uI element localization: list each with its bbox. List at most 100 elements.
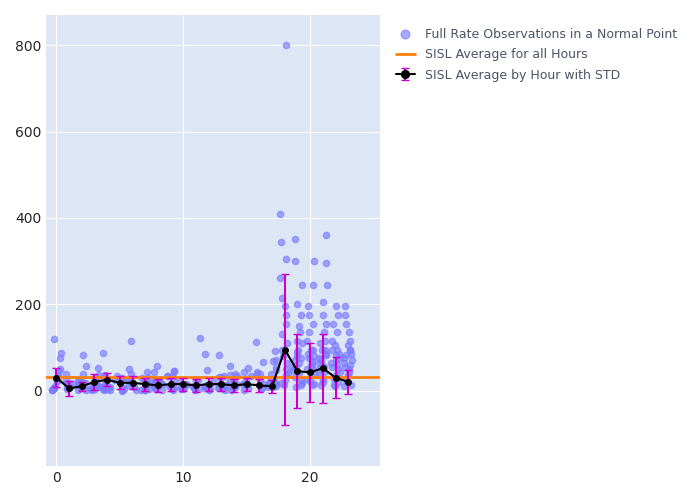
- Full Rate Observations in a Normal Point: [150, 384, 161, 392]
- Full Rate Observations in a Normal Point: [142, 374, 153, 382]
- Full Rate Observations in a Normal Point: [344, 368, 355, 376]
- Full Rate Observations in a Normal Point: [318, 368, 329, 376]
- Full Rate Observations in a Normal Point: [307, 346, 318, 354]
- Full Rate Observations in a Normal Point: [99, 380, 111, 388]
- Full Rate Observations in a Normal Point: [229, 384, 240, 392]
- Full Rate Observations in a Normal Point: [243, 384, 254, 392]
- Full Rate Observations in a Normal Point: [268, 383, 279, 391]
- Full Rate Observations in a Normal Point: [48, 335, 60, 343]
- Full Rate Observations in a Normal Point: [93, 370, 104, 378]
- Full Rate Observations in a Normal Point: [116, 386, 127, 394]
- Full Rate Observations in a Normal Point: [343, 328, 354, 336]
- Full Rate Observations in a Normal Point: [295, 382, 307, 390]
- Full Rate Observations in a Normal Point: [275, 210, 286, 218]
- Full Rate Observations in a Normal Point: [156, 386, 167, 394]
- Full Rate Observations in a Normal Point: [74, 382, 85, 390]
- Full Rate Observations in a Normal Point: [302, 350, 314, 358]
- Full Rate Observations in a Normal Point: [163, 382, 174, 390]
- Full Rate Observations in a Normal Point: [195, 384, 206, 392]
- Full Rate Observations in a Normal Point: [151, 362, 162, 370]
- Full Rate Observations in a Normal Point: [265, 374, 276, 382]
- Full Rate Observations in a Normal Point: [269, 348, 280, 356]
- Full Rate Observations in a Normal Point: [341, 351, 352, 359]
- Full Rate Observations in a Normal Point: [302, 302, 314, 310]
- Full Rate Observations in a Normal Point: [204, 385, 215, 393]
- Full Rate Observations in a Normal Point: [256, 385, 267, 393]
- Full Rate Observations in a Normal Point: [62, 384, 73, 392]
- Full Rate Observations in a Normal Point: [263, 380, 274, 388]
- Full Rate Observations in a Normal Point: [216, 372, 227, 380]
- Full Rate Observations in a Normal Point: [218, 372, 230, 380]
- Full Rate Observations in a Normal Point: [321, 351, 332, 359]
- Full Rate Observations in a Normal Point: [80, 362, 92, 370]
- Full Rate Observations in a Normal Point: [73, 386, 84, 394]
- Full Rate Observations in a Normal Point: [60, 376, 71, 384]
- Full Rate Observations in a Normal Point: [288, 363, 299, 371]
- Full Rate Observations in a Normal Point: [168, 380, 179, 388]
- Full Rate Observations in a Normal Point: [344, 346, 356, 354]
- Full Rate Observations in a Normal Point: [251, 338, 262, 346]
- Full Rate Observations in a Normal Point: [326, 363, 337, 371]
- Full Rate Observations in a Normal Point: [143, 386, 154, 394]
- Full Rate Observations in a Normal Point: [117, 376, 128, 384]
- Full Rate Observations in a Normal Point: [346, 356, 358, 364]
- Full Rate Observations in a Normal Point: [190, 376, 202, 384]
- Full Rate Observations in a Normal Point: [52, 372, 64, 380]
- Full Rate Observations in a Normal Point: [219, 386, 230, 394]
- Full Rate Observations in a Normal Point: [342, 372, 353, 380]
- Full Rate Observations in a Normal Point: [309, 257, 320, 265]
- Full Rate Observations in a Normal Point: [293, 370, 304, 378]
- Full Rate Observations in a Normal Point: [330, 302, 342, 310]
- Full Rate Observations in a Normal Point: [330, 372, 342, 380]
- Full Rate Observations in a Normal Point: [168, 368, 179, 376]
- Full Rate Observations in a Normal Point: [139, 386, 150, 394]
- Full Rate Observations in a Normal Point: [281, 320, 292, 328]
- Full Rate Observations in a Normal Point: [240, 378, 251, 386]
- Full Rate Observations in a Normal Point: [332, 378, 344, 386]
- Full Rate Observations in a Normal Point: [317, 374, 328, 382]
- Full Rate Observations in a Normal Point: [230, 380, 241, 388]
- Full Rate Observations in a Normal Point: [61, 370, 72, 378]
- Full Rate Observations in a Normal Point: [225, 362, 236, 370]
- Full Rate Observations in a Normal Point: [281, 372, 292, 380]
- Full Rate Observations in a Normal Point: [293, 322, 304, 330]
- Full Rate Observations in a Normal Point: [90, 374, 101, 382]
- Full Rate Observations in a Normal Point: [340, 363, 351, 371]
- Full Rate Observations in a Normal Point: [48, 384, 60, 392]
- Full Rate Observations in a Normal Point: [343, 365, 354, 373]
- Full Rate Observations in a Normal Point: [175, 385, 186, 393]
- Full Rate Observations in a Normal Point: [281, 255, 292, 263]
- Full Rate Observations in a Normal Point: [100, 382, 111, 390]
- Full Rate Observations in a Normal Point: [238, 380, 249, 388]
- Full Rate Observations in a Normal Point: [169, 384, 180, 392]
- Full Rate Observations in a Normal Point: [314, 339, 325, 347]
- Full Rate Observations in a Normal Point: [181, 380, 192, 388]
- Full Rate Observations in a Normal Point: [86, 386, 97, 394]
- Full Rate Observations in a Normal Point: [79, 380, 90, 388]
- Full Rate Observations in a Normal Point: [340, 302, 351, 310]
- Full Rate Observations in a Normal Point: [150, 386, 162, 394]
- Full Rate Observations in a Normal Point: [117, 386, 128, 394]
- Full Rate Observations in a Normal Point: [90, 376, 101, 384]
- Full Rate Observations in a Normal Point: [345, 380, 356, 388]
- Full Rate Observations in a Normal Point: [320, 346, 331, 354]
- Full Rate Observations in a Normal Point: [254, 376, 265, 384]
- Full Rate Observations in a Normal Point: [304, 311, 315, 319]
- Full Rate Observations in a Normal Point: [91, 382, 102, 390]
- Full Rate Observations in a Normal Point: [267, 357, 279, 365]
- Full Rate Observations in a Normal Point: [318, 363, 329, 371]
- Full Rate Observations in a Normal Point: [149, 384, 160, 392]
- Full Rate Observations in a Normal Point: [278, 352, 289, 360]
- Full Rate Observations in a Normal Point: [326, 337, 337, 345]
- Full Rate Observations in a Normal Point: [242, 364, 253, 372]
- Full Rate Observations in a Normal Point: [280, 41, 291, 49]
- Full Rate Observations in a Normal Point: [270, 382, 281, 390]
- Full Rate Observations in a Normal Point: [318, 378, 329, 386]
- Full Rate Observations in a Normal Point: [263, 381, 274, 389]
- Full Rate Observations in a Normal Point: [320, 231, 331, 239]
- Full Rate Observations in a Normal Point: [313, 372, 324, 380]
- Full Rate Observations in a Normal Point: [227, 383, 238, 391]
- Full Rate Observations in a Normal Point: [295, 311, 307, 319]
- Full Rate Observations in a Normal Point: [110, 376, 121, 384]
- Full Rate Observations in a Normal Point: [326, 346, 337, 354]
